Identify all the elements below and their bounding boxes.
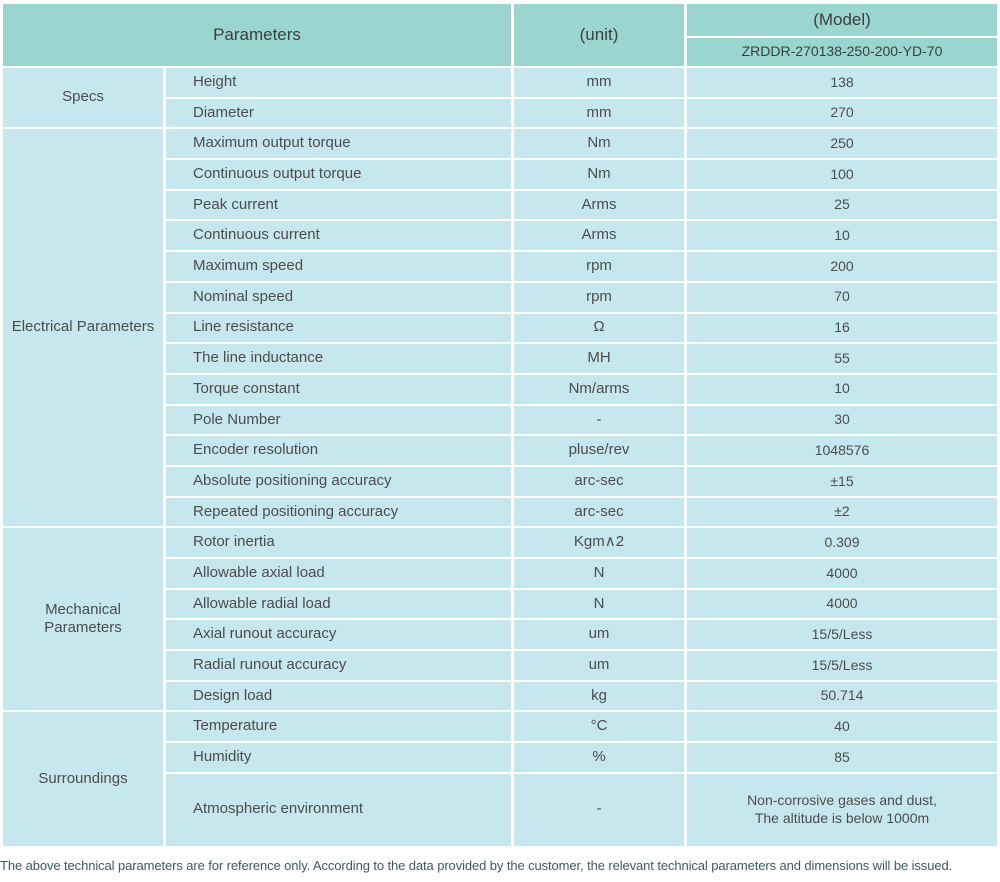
param-cell: Continuous output torque	[166, 160, 511, 189]
unit-cell: Kgm∧2	[514, 528, 684, 557]
param-cell: Axial runout accuracy	[166, 620, 511, 650]
unit-cell: Ω	[514, 313, 684, 343]
unit-cell: um	[514, 620, 684, 650]
value-cell: 4000	[687, 589, 997, 619]
unit-cell: mm	[514, 98, 684, 128]
value-cell: 200	[687, 252, 997, 281]
param-cell: Repeated positioning accuracy	[166, 497, 511, 527]
unit-cell: %	[514, 743, 684, 772]
value-cell: ±2	[687, 497, 997, 527]
unit-cell: um	[514, 651, 684, 680]
section-label-surroundings: Surroundings	[3, 712, 163, 846]
param-cell: Maximum output torque	[166, 129, 511, 159]
value-cell: 30	[687, 405, 997, 435]
value-cell: 15/5/Less	[687, 620, 997, 650]
unit-cell: MH	[514, 344, 684, 373]
unit-cell: mm	[514, 68, 684, 97]
unit-cell: °C	[514, 712, 684, 742]
unit-cell: rpm	[514, 252, 684, 281]
unit-cell: pluse/rev	[514, 436, 684, 465]
spec-sheet: Parameters (unit) (Model) ZRDDR-270138-2…	[3, 4, 997, 846]
spec-table: Parameters (unit) (Model) ZRDDR-270138-2…	[3, 4, 997, 846]
param-cell: The line inductance	[166, 344, 511, 373]
param-cell: Torque constant	[166, 374, 511, 404]
unit-cell: Arms	[514, 190, 684, 220]
param-cell: Temperature	[166, 712, 511, 742]
unit-cell: rpm	[514, 282, 684, 312]
footnote: The above technical parameters are for r…	[0, 857, 953, 873]
unit-cell: arc-sec	[514, 497, 684, 527]
value-cell: 250	[687, 129, 997, 159]
unit-cell: Arms	[514, 221, 684, 251]
section-label-electrical: Electrical Parameters	[3, 129, 163, 527]
value-cell: 55	[687, 344, 997, 373]
param-cell: Encoder resolution	[166, 436, 511, 465]
value-cell: 50.714	[687, 681, 997, 711]
value-cell: 10	[687, 374, 997, 404]
param-cell: Pole Number	[166, 405, 511, 435]
unit-cell: Nm	[514, 160, 684, 189]
value-cell: 15/5/Less	[687, 651, 997, 680]
value-cell: 138	[687, 68, 997, 97]
param-cell: Nominal speed	[166, 282, 511, 312]
header-parameters: Parameters	[3, 4, 511, 66]
value-cell: ±15	[687, 466, 997, 496]
value-cell: 40	[687, 712, 997, 742]
param-cell: Humidity	[166, 743, 511, 772]
value-cell: 85	[687, 743, 997, 772]
unit-cell: -	[514, 405, 684, 435]
header-model-label: (Model)	[687, 4, 997, 36]
value-cell: 100	[687, 160, 997, 189]
value-cell: 0.309	[687, 528, 997, 557]
value-cell: 10	[687, 221, 997, 251]
param-cell: Allowable radial load	[166, 589, 511, 619]
unit-cell: arc-sec	[514, 466, 684, 496]
section-label-specs: Specs	[3, 68, 163, 128]
unit-cell: -	[514, 773, 684, 846]
unit-cell: Nm/arms	[514, 374, 684, 404]
param-cell: Line resistance	[166, 313, 511, 343]
param-cell: Diameter	[166, 98, 511, 128]
unit-cell: Nm	[514, 129, 684, 159]
value-cell: 1048576	[687, 436, 997, 465]
unit-cell: kg	[514, 681, 684, 711]
param-cell: Maximum speed	[166, 252, 511, 281]
header-model-value: ZRDDR-270138-250-200-YD-70	[687, 38, 997, 66]
param-cell: Radial runout accuracy	[166, 651, 511, 680]
param-cell: Continuous current	[166, 221, 511, 251]
value-cell: 16	[687, 313, 997, 343]
param-cell: Absolute positioning accuracy	[166, 466, 511, 496]
unit-cell: N	[514, 559, 684, 588]
value-cell: Non-corrosive gases and dust, The altitu…	[687, 773, 997, 846]
value-cell: 70	[687, 282, 997, 312]
param-cell: Allowable axial load	[166, 559, 511, 588]
param-cell: Rotor inertia	[166, 528, 511, 557]
param-cell: Atmospheric environment	[166, 773, 511, 846]
param-cell: Height	[166, 68, 511, 97]
header-unit: (unit)	[514, 4, 684, 66]
param-cell: Peak current	[166, 190, 511, 220]
section-label-mechanical: Mechanical Parameters	[3, 528, 163, 711]
value-cell: 4000	[687, 559, 997, 588]
unit-cell: N	[514, 589, 684, 619]
value-cell: 25	[687, 190, 997, 220]
value-cell: 270	[687, 98, 997, 128]
param-cell: Design load	[166, 681, 511, 711]
